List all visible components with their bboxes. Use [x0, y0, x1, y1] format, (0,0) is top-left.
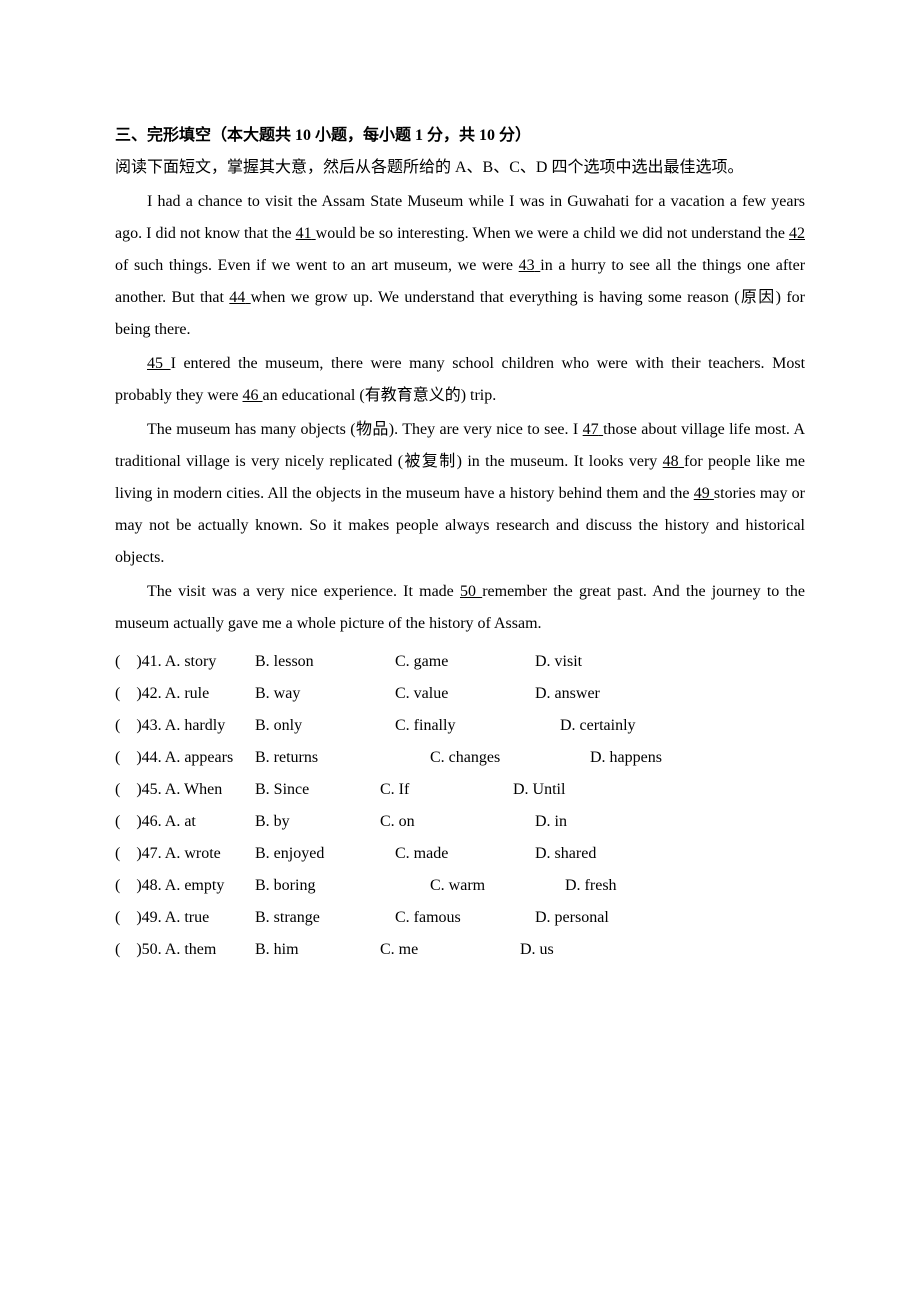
option-row-42: ( )42. A. ruleB. wayC. valueD. answer [115, 678, 805, 710]
option-d: D. us [520, 934, 805, 966]
option-c: C. made [395, 838, 535, 870]
options-table: ( )41. A. storyB. lessonC. gameD. visit(… [115, 646, 805, 966]
option-a: ( )45. A. When [115, 774, 255, 806]
option-row-50: ( )50. A. themB. himC. meD. us [115, 934, 805, 966]
option-b: B. only [255, 710, 395, 742]
option-c: C. famous [395, 902, 535, 934]
option-row-45: ( )45. A. WhenB. SinceC. IfD. Until [115, 774, 805, 806]
blank-45: 45 [147, 355, 163, 372]
option-b: B. way [255, 678, 395, 710]
passage-text: an educational (有教育意义的) trip. [263, 387, 497, 404]
option-b: B. Since [255, 774, 395, 806]
blank-49: 49 [694, 485, 710, 502]
option-row-49: ( )49. A. trueB. strangeC. famousD. pers… [115, 902, 805, 934]
section-title: 三、完形填空（本大题共 10 小题，每小题 1 分，共 10 分） [115, 120, 805, 152]
blank-48: 48 [663, 453, 679, 470]
option-a: ( )50. A. them [115, 934, 255, 966]
paragraph-1: I had a chance to visit the Assam State … [115, 186, 805, 346]
option-d: D. answer [535, 678, 805, 710]
option-c: C. If [380, 774, 520, 806]
option-d: D. shared [535, 838, 805, 870]
option-row-43: ( )43. A. hardlyB. onlyC. finallyD. cert… [115, 710, 805, 742]
option-b: B. strange [255, 902, 395, 934]
option-row-44: ( )44. A. appearsB. returnsC. changesD. … [115, 742, 805, 774]
option-a: ( )44. A. appears [115, 742, 255, 774]
option-d: D. personal [535, 902, 805, 934]
passage-text: would be so interesting. When we were a … [316, 225, 789, 242]
option-a: ( )46. A. at [115, 806, 255, 838]
blank-50: 50 [460, 583, 476, 600]
paragraph-2: 45 I entered the museum, there were many… [115, 348, 805, 412]
exam-document: 三、完形填空（本大题共 10 小题，每小题 1 分，共 10 分） 阅读下面短文… [115, 120, 805, 966]
paragraph-4: The visit was a very nice experience. It… [115, 576, 805, 640]
option-c: C. changes [395, 742, 535, 774]
blank-44: 44 [229, 289, 245, 306]
option-d: D. certainly [535, 710, 805, 742]
option-b: B. enjoyed [255, 838, 395, 870]
blank-41: 41 [296, 225, 312, 242]
option-a: ( )42. A. rule [115, 678, 255, 710]
option-row-41: ( )41. A. storyB. lessonC. gameD. visit [115, 646, 805, 678]
option-b: B. returns [255, 742, 395, 774]
option-a: ( )41. A. story [115, 646, 255, 678]
paragraph-3: The museum has many objects (物品). They a… [115, 414, 805, 574]
option-d: D. happens [535, 742, 805, 774]
instruction-text: 阅读下面短文，掌握其大意，然后从各题所给的 A、B、C、D 四个选项中选出最佳选… [115, 152, 805, 184]
option-c: C. game [395, 646, 535, 678]
option-d: D. in [520, 806, 805, 838]
option-c: C. warm [395, 870, 535, 902]
option-d: D. visit [535, 646, 805, 678]
option-d: D. fresh [535, 870, 805, 902]
option-d: D. Until [513, 774, 805, 806]
option-row-48: ( )48. A. emptyB. boringC. warmD. fresh [115, 870, 805, 902]
option-c: C. on [380, 806, 520, 838]
option-c: C. value [395, 678, 535, 710]
blank-underline [163, 355, 171, 372]
option-c: C. finally [395, 710, 535, 742]
option-a: ( )47. A. wrote [115, 838, 255, 870]
blank-47: 47 [583, 421, 599, 438]
option-row-46: ( )46. A. atB. byC. onD. in [115, 806, 805, 838]
passage-text: The museum has many objects (物品). They a… [147, 421, 583, 438]
option-a: ( )48. A. empty [115, 870, 255, 902]
option-row-47: ( )47. A. wroteB. enjoyedC. madeD. share… [115, 838, 805, 870]
option-b: B. boring [255, 870, 395, 902]
option-a: ( )49. A. true [115, 902, 255, 934]
option-b: B. lesson [255, 646, 395, 678]
option-c: C. me [380, 934, 520, 966]
passage-text: of such things. Even if we went to an ar… [115, 257, 519, 274]
blank-42: 42 [789, 225, 805, 242]
blank-46: 46 [243, 387, 259, 404]
option-b: B. him [255, 934, 395, 966]
option-b: B. by [255, 806, 395, 838]
blank-43: 43 [519, 257, 535, 274]
option-a: ( )43. A. hardly [115, 710, 255, 742]
passage-text: The visit was a very nice experience. It… [147, 583, 460, 600]
